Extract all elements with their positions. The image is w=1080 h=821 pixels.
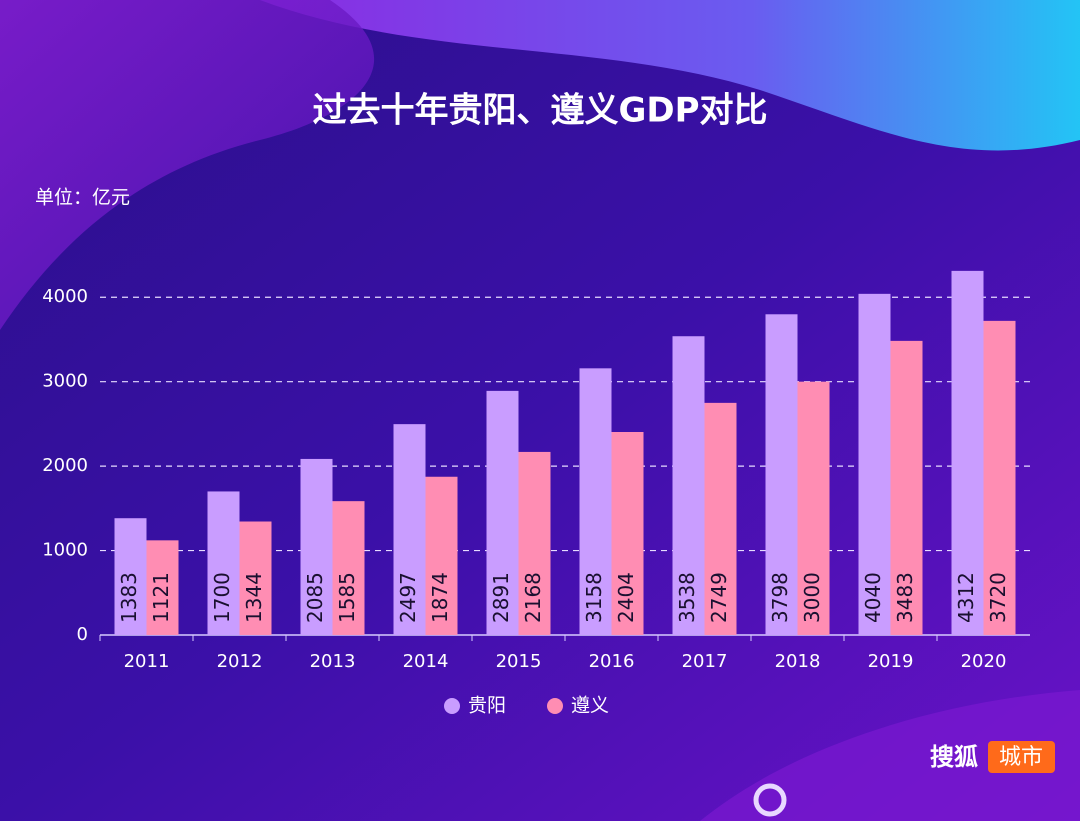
bar <box>890 340 923 635</box>
value-label: 3483 <box>893 572 917 623</box>
value-label: 3798 <box>768 572 792 623</box>
x-tick-label: 2012 <box>217 651 263 672</box>
value-label: 1700 <box>210 572 234 623</box>
brand-badge-text: 城市 <box>999 745 1043 770</box>
bar <box>114 518 147 635</box>
value-label: 1874 <box>428 572 452 623</box>
bar <box>951 270 984 635</box>
bar <box>797 381 830 635</box>
legend-swatch <box>444 698 460 714</box>
value-label: 3538 <box>675 572 699 623</box>
value-label: 3000 <box>800 572 824 623</box>
value-label: 4312 <box>954 572 978 623</box>
x-tick-label: 2011 <box>124 651 170 672</box>
value-label: 2497 <box>396 572 420 623</box>
legend-label: 贵阳 <box>468 695 506 717</box>
y-tick-label: 2000 <box>42 455 88 476</box>
x-tick-label: 2020 <box>961 651 1007 672</box>
value-label: 3158 <box>582 572 606 623</box>
x-tick-label: 2014 <box>403 651 449 672</box>
value-label: 2749 <box>707 572 731 623</box>
bar <box>579 368 612 635</box>
x-tick-label: 2019 <box>868 651 914 672</box>
value-label: 3720 <box>986 572 1010 623</box>
value-label: 1585 <box>335 572 359 623</box>
y-tick-label: 0 <box>77 624 88 645</box>
chart-title: 过去十年贵阳、遵义GDP对比 <box>312 91 767 131</box>
bar <box>393 424 426 635</box>
bar <box>146 540 179 635</box>
bar <box>704 402 737 635</box>
decor-ring <box>753 783 787 817</box>
brand-name: 搜狐 <box>930 743 978 771</box>
decor-wave <box>260 0 1080 151</box>
x-tick-label: 2017 <box>682 651 728 672</box>
brand-badge <box>988 741 1055 773</box>
bar <box>332 501 365 635</box>
y-tick-label: 4000 <box>42 286 88 307</box>
x-tick-label: 2016 <box>589 651 635 672</box>
y-tick-label: 3000 <box>42 371 88 392</box>
bar <box>672 336 705 635</box>
decor-wave <box>700 690 1080 821</box>
bar <box>239 521 272 635</box>
bar <box>765 314 798 635</box>
value-label: 1383 <box>117 572 141 623</box>
unit-label: 单位：亿元 <box>35 187 130 209</box>
value-label: 2085 <box>303 572 327 623</box>
value-label: 2891 <box>489 572 513 623</box>
bar <box>983 320 1016 635</box>
value-label: 2404 <box>614 572 638 623</box>
value-label: 4040 <box>861 572 885 623</box>
decor-wave <box>0 0 375 330</box>
bar <box>858 293 891 635</box>
bar <box>611 431 644 635</box>
bar <box>425 476 458 635</box>
y-tick-label: 1000 <box>42 540 88 561</box>
bar <box>518 451 551 635</box>
legend-swatch <box>547 698 563 714</box>
x-tick-label: 2018 <box>775 651 821 672</box>
value-label: 2168 <box>521 572 545 623</box>
bar <box>300 458 333 635</box>
value-label: 1121 <box>149 572 173 623</box>
value-label: 1344 <box>242 572 266 623</box>
x-tick-label: 2015 <box>496 651 542 672</box>
bar <box>207 491 240 635</box>
bar <box>486 390 519 635</box>
x-tick-label: 2013 <box>310 651 356 672</box>
legend-label: 遵义 <box>571 695 609 717</box>
